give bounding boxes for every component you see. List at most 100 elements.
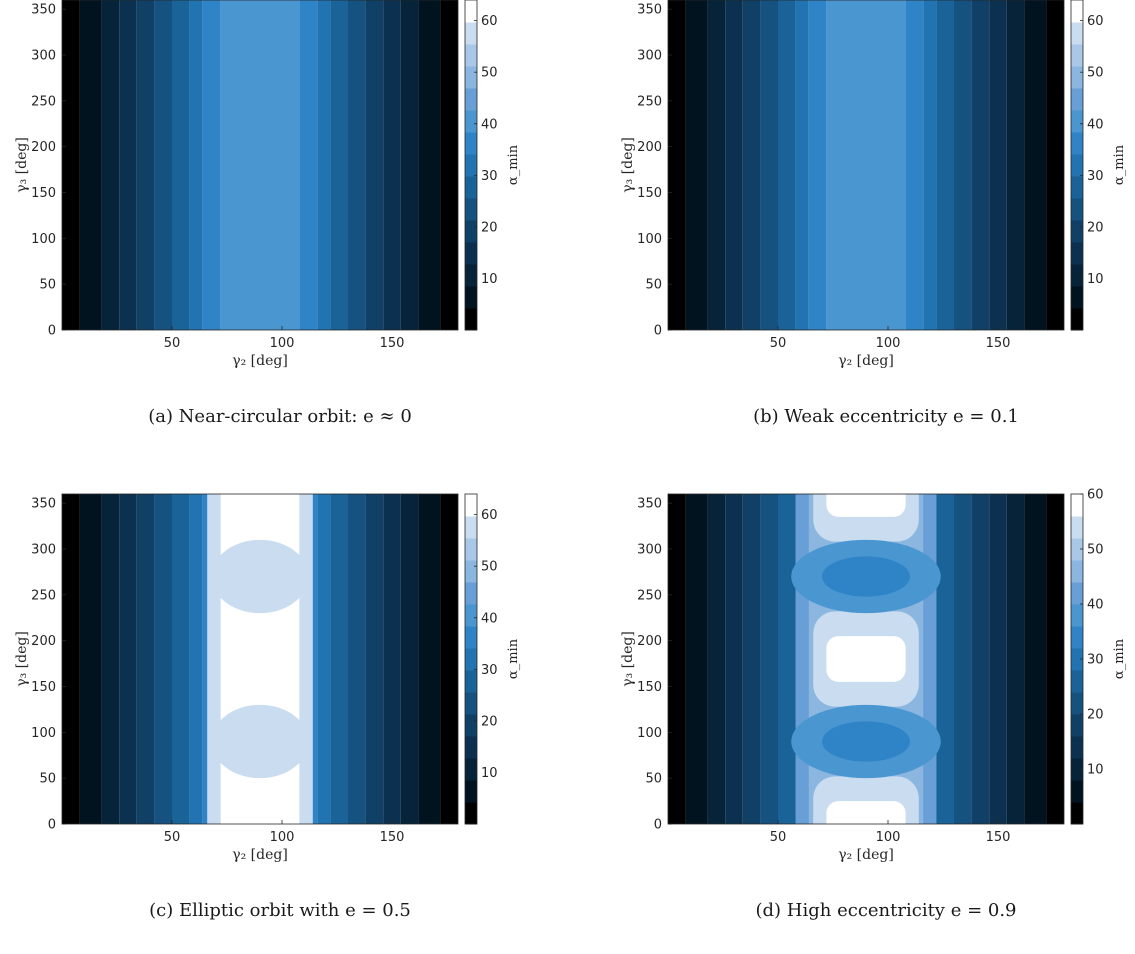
contour-band [330,494,348,824]
contour-band [418,494,441,824]
contour-band [136,0,155,330]
colorbar-segment [465,538,477,561]
colorbar-segment [1071,780,1083,803]
heatmap-c: 50 100 150 0 50 100 150 200 250 300 350 γ₂ [deg] γ₃ … [14,493,521,863]
contour-band [725,494,743,824]
contour-band [971,0,990,330]
panel-a: 50 100 150 0 50 100 150 200 250 300 350 γ₂ [deg] γ₃ … [0,0,560,460]
contour-band [760,0,778,330]
colorbar-tick-label: 60 [481,508,498,523]
colorbar-segment [1071,220,1083,243]
colorbar-tick-label: 30 [1087,653,1104,668]
colorbar-frame [464,0,478,331]
contour-band [668,0,686,330]
contour-band [795,0,809,330]
contour-band [905,0,924,330]
y-tick-label: 100 [31,726,56,741]
colorbar-tick-label: 20 [1087,708,1104,723]
y-tick-label: 50 [645,772,662,787]
x-tick-label: 50 [770,336,787,351]
colorbar-segment [1071,758,1083,781]
colorbar-tick-label: 40 [481,117,498,132]
colorbar-tick-label: 10 [1087,763,1104,778]
contour-band [742,0,761,330]
colorbar-segment [1071,242,1083,265]
colorbar-segment [465,736,477,759]
contour-band [971,494,990,824]
colorbar-tick-label: 10 [481,766,498,781]
contour-band [348,494,366,824]
contour-band [808,0,827,330]
colorbar-label: α_min [506,638,521,679]
colorbar-tick-label: 20 [481,220,498,235]
colorbar-segment [465,802,477,825]
contour-band [119,0,137,330]
contour-band [101,0,120,330]
contour-band [826,0,906,330]
colorbar-segment [465,22,477,45]
x-tick-label: 150 [986,336,1011,351]
colorbar-frame [464,493,478,825]
y-axis-label: γ₃ [deg] [620,137,636,193]
contour-band [299,494,313,824]
contour-band [365,494,384,824]
contour-band [365,0,384,330]
caption-b: (b) Weak eccentricity e = 0.1 [753,406,1019,427]
contour-band [778,494,796,824]
colorbar-tick-label: 30 [481,169,498,184]
x-tick-label: 100 [270,336,295,351]
contour-band [189,0,203,330]
contour-band [400,0,419,330]
contour-band [989,494,1007,824]
y-tick-label: 200 [31,634,56,649]
white-island [826,801,906,824]
contour-band [936,494,954,824]
contour-band [317,494,331,824]
colorbar-segment [465,132,477,155]
colorbar-tick-label: 40 [1087,598,1104,613]
plot-frame [667,0,1065,331]
colorbar-segment [1071,582,1083,605]
y-tick-label: 250 [31,94,56,109]
colorbar-tick-label: 10 [1087,272,1104,287]
colorbar-segment [465,582,477,605]
y-tick-label: 0 [48,324,56,339]
colorbar-segment [465,220,477,243]
caption-a: (a) Near-circular orbit: e ≈ 0 [148,406,412,427]
contour-band [317,0,331,330]
y-tick-label: 100 [31,232,56,247]
white-island [826,636,906,682]
contour-band [207,494,221,824]
heatmap-field [62,0,458,330]
y-tick-label: 300 [637,49,662,64]
y-tick-label: 200 [637,634,662,649]
contour-band [440,494,458,824]
x-axis-label: γ₂ [deg] [232,353,288,369]
colorbar-segment [1071,802,1083,825]
colorbar-tick-label: 40 [1087,117,1104,132]
heatmap-field [668,0,1064,330]
contour-band [119,494,137,824]
colorbar-segment [465,670,477,693]
contour-band [383,494,401,824]
y-tick-label: 150 [637,186,662,201]
colorbar-label: α_min [1112,638,1127,679]
contour-band [136,494,155,824]
colorbar-segment [1071,714,1083,737]
colorbar-segment [1071,66,1083,89]
dark-spot [822,556,910,597]
y-tick-label: 250 [637,588,662,603]
heatmap-field [668,494,1064,824]
contour-band [923,0,937,330]
y-tick-label: 0 [654,818,662,833]
contour-band [440,0,458,330]
contour-band [220,0,300,330]
colorbar-label: α_min [1112,144,1127,185]
colorbar-segment [465,604,477,627]
y-tick-label: 250 [31,588,56,603]
colorbar-segment [1071,198,1083,221]
contour-band [154,0,172,330]
colorbar-segment [465,110,477,133]
colorbar-segment [465,780,477,803]
colorbar-tick-label: 50 [481,560,498,575]
